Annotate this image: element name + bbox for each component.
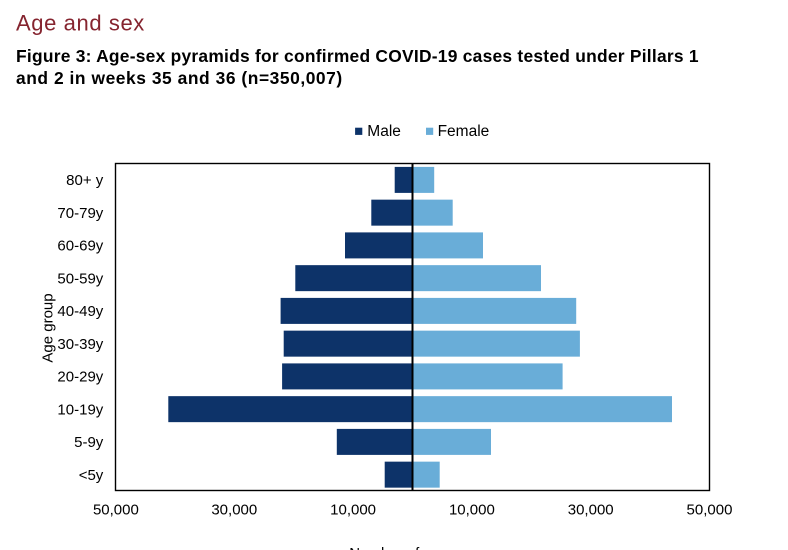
svg-text:and 2 in weeks 35 and 36 (n=35: and 2 in weeks 35 and 36 (n=350,007) [16,68,343,88]
svg-text:10,000: 10,000 [330,501,376,518]
svg-text:Age and sex: Age and sex [16,11,145,36]
svg-text:30-39y: 30-39y [57,336,103,353]
svg-text:30,000: 30,000 [211,501,257,518]
svg-text:60-69y: 60-69y [57,238,103,255]
svg-text:<5y: <5y [79,467,104,484]
svg-text:20-29y: 20-29y [57,369,103,386]
svg-text:50-59y: 50-59y [57,270,103,287]
svg-text:50,000: 50,000 [687,501,733,518]
svg-text:70-79y: 70-79y [57,205,103,222]
svg-text:10-19y: 10-19y [57,401,103,418]
svg-text:Age group: Age group [39,293,56,362]
svg-text:5-9y: 5-9y [74,434,104,451]
svg-text:80+ y: 80+ y [66,172,104,189]
svg-text:10,000: 10,000 [449,501,495,518]
svg-text:Number of cases: Number of cases [349,545,462,550]
svg-text:Figure 3: Age-sex pyramids for: Figure 3: Age-sex pyramids for confirmed… [16,46,699,66]
svg-text:50,000: 50,000 [93,501,139,518]
svg-text:40-49y: 40-49y [57,303,103,320]
svg-text:Female: Female [438,123,490,140]
svg-text:30,000: 30,000 [568,501,614,518]
svg-text:Male: Male [367,123,401,140]
